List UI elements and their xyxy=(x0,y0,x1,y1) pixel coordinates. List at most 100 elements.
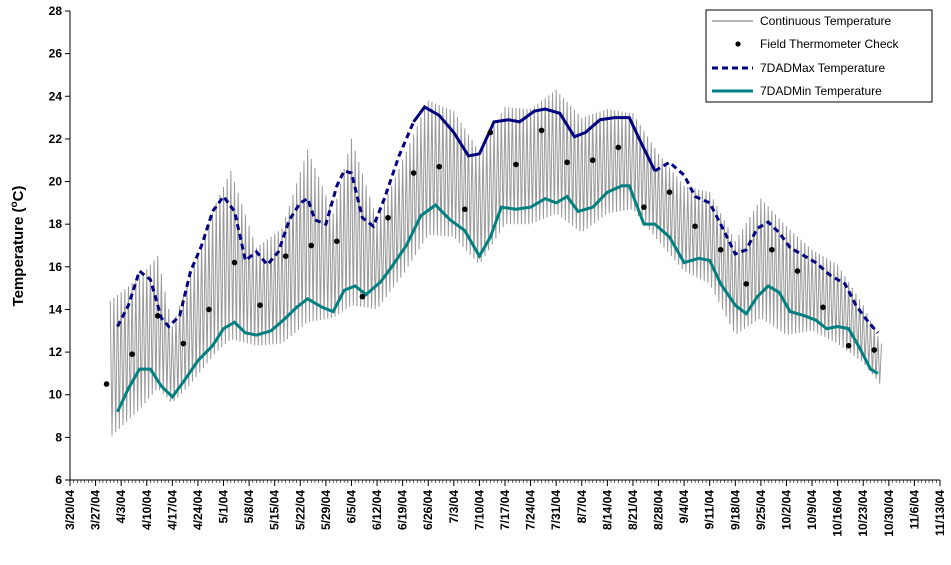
field-check-point xyxy=(820,304,826,311)
field-check-point xyxy=(564,159,570,166)
x-tick-label: 5/1/04 xyxy=(217,490,231,524)
field-check-point xyxy=(206,306,212,313)
y-tick-label: 14 xyxy=(49,302,63,316)
field-check-point xyxy=(436,163,443,170)
y-tick-label: 8 xyxy=(55,430,62,444)
field-check-point xyxy=(461,206,468,213)
legend-label-7dadmax: 7DADMax Temperature xyxy=(760,61,885,75)
x-tick-label: 4/24/04 xyxy=(191,490,205,530)
x-tick-label: 7/17/04 xyxy=(498,490,512,530)
x-tick-label: 5/8/04 xyxy=(242,490,256,524)
legend: Continuous Temperature Field Thermometer… xyxy=(705,9,933,103)
x-tick-label: 9/11/04 xyxy=(703,490,717,530)
7dadmax-line-dashed xyxy=(116,121,415,329)
field-check-point xyxy=(615,144,622,151)
x-axis-ticks: 3/20/04 3/27/04 4/3/04 4/10/04 4/17/04 4/24/0… xyxy=(63,480,947,537)
x-tick-label: 4/3/04 xyxy=(114,490,128,524)
x-tick-label: 10/9/04 xyxy=(805,490,819,530)
field-check-point xyxy=(359,293,366,300)
y-tick-label: 20 xyxy=(49,175,63,189)
field-thermometer-series xyxy=(103,127,877,387)
7dadmin-series xyxy=(116,184,879,413)
y-tick-label: 28 xyxy=(49,4,63,18)
y-tick-label: 26 xyxy=(49,47,63,61)
field-check-point xyxy=(282,253,289,259)
field-check-point xyxy=(641,204,647,210)
x-tick-label: 9/18/04 xyxy=(728,490,742,530)
x-tick-label: 9/4/04 xyxy=(677,490,691,524)
field-check-point xyxy=(513,161,519,168)
y-tick-label: 16 xyxy=(49,260,63,274)
7dadmin-line xyxy=(116,184,879,413)
legend-label-continuous: Continuous Temperature xyxy=(760,14,892,28)
x-tick-label: 10/16/04 xyxy=(831,490,845,537)
x-tick-label: 4/10/04 xyxy=(140,490,154,530)
field-check-point xyxy=(308,242,315,249)
x-tick-label: 8/21/04 xyxy=(626,490,640,530)
field-check-point xyxy=(487,129,494,136)
x-tick-label: 5/15/04 xyxy=(268,490,282,530)
field-check-point xyxy=(410,170,417,176)
y-axis-title-superscript: o xyxy=(9,201,20,207)
field-check-point xyxy=(717,246,724,253)
y-tick-label: 22 xyxy=(49,132,63,146)
x-tick-label: 5/22/04 xyxy=(293,490,307,530)
x-tick-label: 8/14/04 xyxy=(600,490,614,530)
y-tick-label: 18 xyxy=(49,217,63,231)
field-check-point xyxy=(666,189,673,195)
x-tick-label: 11/13/04 xyxy=(933,490,947,536)
y-tick-label: 6 xyxy=(55,473,62,487)
7dadmax-series xyxy=(116,104,879,334)
x-tick-label: 7/10/04 xyxy=(472,490,486,530)
field-check-point xyxy=(103,381,110,387)
y-tick-label: 10 xyxy=(49,388,63,402)
field-check-point xyxy=(180,340,187,347)
field-check-point xyxy=(538,127,545,134)
x-tick-label: 6/12/04 xyxy=(370,490,384,530)
7dadmax-line-dashed xyxy=(654,160,879,334)
7dadmax-line-solid xyxy=(412,104,657,172)
legend-swatch-field-check xyxy=(735,41,741,47)
legend-label-field-check: Field Thermometer Check xyxy=(760,37,899,51)
x-tick-label: 6/26/04 xyxy=(421,490,435,530)
field-check-point xyxy=(769,246,775,253)
field-check-point xyxy=(871,347,877,353)
x-tick-label: 10/30/04 xyxy=(882,490,896,537)
y-axis-title-main: Temperature ( xyxy=(10,208,27,307)
x-tick-label: 10/23/04 xyxy=(856,490,870,537)
field-check-point xyxy=(692,223,698,230)
x-tick-label: 8/28/04 xyxy=(652,490,666,530)
x-tick-label: 6/5/04 xyxy=(344,490,358,524)
x-tick-label: 3/27/04 xyxy=(89,490,103,530)
x-tick-label: 3/20/04 xyxy=(63,490,77,530)
x-tick-label: 11/6/04 xyxy=(907,490,921,530)
continuous-temperature-line xyxy=(109,89,883,436)
x-tick-label: 7/3/04 xyxy=(447,490,461,524)
field-check-point xyxy=(794,268,801,274)
field-check-point xyxy=(385,214,391,221)
x-tick-label: 9/25/04 xyxy=(754,490,768,530)
legend-box xyxy=(705,9,933,103)
field-check-point xyxy=(231,259,238,266)
continuous-temperature-series xyxy=(109,89,883,436)
field-check-point xyxy=(257,302,263,308)
field-check-point xyxy=(334,238,340,245)
x-tick-label: 4/17/04 xyxy=(165,490,179,530)
x-tick-label: 8/7/04 xyxy=(575,490,589,524)
legend-label-7dadmin: 7DADMin Temperature xyxy=(760,84,882,98)
y-tick-label: 12 xyxy=(49,345,63,359)
field-check-point xyxy=(743,281,750,287)
x-tick-label: 6/19/04 xyxy=(396,490,410,530)
y-axis-ticks: 6 8 10 12 14 16 18 20 22 24 26 28 xyxy=(49,4,70,487)
field-check-point xyxy=(154,313,161,319)
y-axis-title: Temperature (oC) xyxy=(9,186,27,307)
field-check-point xyxy=(589,157,596,164)
x-tick-label: 10/2/04 xyxy=(779,490,793,530)
x-tick-label: 7/31/04 xyxy=(549,490,563,530)
x-tick-label: 7/24/04 xyxy=(524,490,538,530)
y-tick-label: 24 xyxy=(49,89,63,103)
y-axis-title-tail: C) xyxy=(10,186,27,202)
field-check-point xyxy=(845,342,852,349)
field-check-point xyxy=(129,351,135,358)
